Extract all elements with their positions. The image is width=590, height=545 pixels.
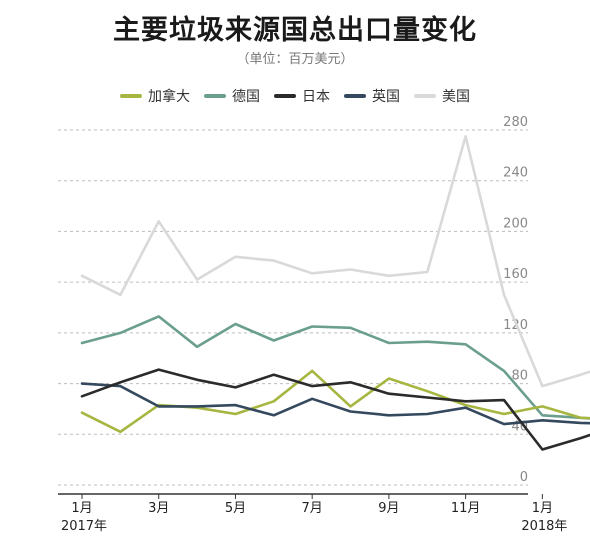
legend-label: 德国: [232, 89, 260, 105]
y-tick-label: 160: [503, 267, 528, 282]
legend-item: 英国: [344, 86, 400, 106]
legend-item: 加拿大: [120, 86, 190, 106]
series-line-日本: [80, 368, 590, 451]
legend-swatch: [414, 94, 436, 98]
legend-item: 德国: [204, 86, 260, 106]
y-tick-label: 0: [520, 470, 528, 485]
legend-label: 日本: [302, 89, 330, 105]
x-tick-label: 7月: [302, 501, 323, 516]
chart-title: 主要垃圾来源国总出口量变化: [113, 15, 477, 46]
legend-swatch: [120, 94, 142, 98]
y-tick-label: 200: [503, 216, 528, 231]
x-tick-label: 1月: [71, 501, 92, 516]
legend-label: 加拿大: [148, 89, 190, 105]
series-line-德国: [80, 315, 590, 420]
series-line-英国: [80, 382, 590, 426]
legend-swatch: [204, 94, 226, 98]
y-tick-label: 80: [511, 369, 528, 384]
x-tick-label: 1月: [532, 501, 553, 516]
y-tick-label: 240: [503, 166, 528, 181]
legend-label: 美国: [442, 89, 470, 105]
legend-label: 英国: [372, 89, 400, 105]
chart-subtitle: （单位：百万美元）: [236, 52, 354, 67]
legend-item: 美国: [414, 86, 470, 106]
x-tick-label: 5月: [225, 501, 246, 516]
chart-legend: 加拿大 德国 日本 英国 美国: [0, 86, 590, 106]
series-line-美国: [80, 135, 590, 388]
x-year-label: 2018年: [521, 519, 567, 534]
legend-item: 日本: [274, 86, 330, 106]
series-line-加拿大: [80, 369, 590, 434]
legend-swatch: [344, 94, 366, 98]
x-year-label: 2017年: [61, 519, 107, 534]
legend-swatch: [274, 94, 296, 98]
x-tick-label: 11月: [451, 501, 481, 516]
y-tick-label: 280: [503, 115, 528, 130]
x-tick-label: 9月: [378, 501, 399, 516]
x-tick-label: 3月: [148, 501, 169, 516]
